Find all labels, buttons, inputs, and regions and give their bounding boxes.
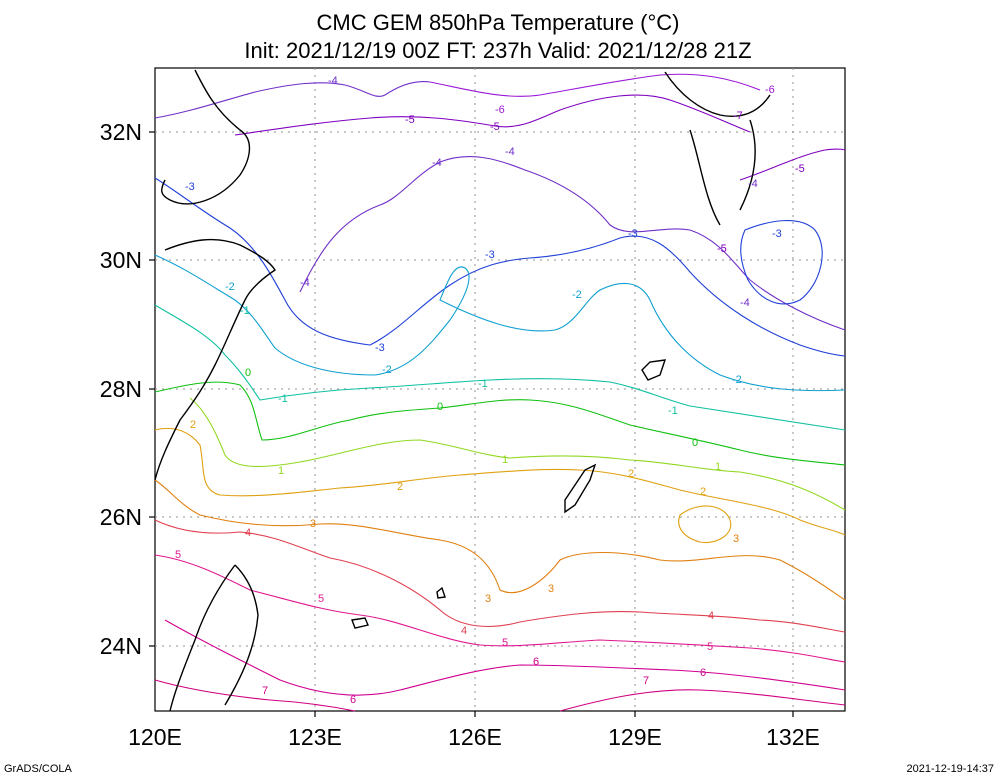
contour-label: 3 (485, 593, 491, 605)
ishigaki-island (351, 617, 369, 629)
contour-label: -2 (572, 289, 582, 301)
contour-label: 2 (628, 468, 634, 480)
footer-timestamp: 2021-12-19-14:37 (907, 763, 994, 775)
contour-label: -3 (375, 342, 385, 354)
contour-label: 2 (700, 486, 706, 498)
amami-island (641, 359, 667, 381)
contour-minus4-middle (299, 155, 846, 331)
contour-plus4 (154, 519, 846, 633)
contour-label: 2 (397, 481, 403, 493)
contour-minus3-east-loop (740, 219, 823, 305)
contour-zero (154, 381, 846, 466)
contour-label: 5 (502, 637, 508, 649)
contour-minus4-north (154, 81, 431, 119)
contour-label: 0 (245, 367, 251, 379)
contour-label: -5 (795, 163, 805, 175)
x-tick-label: 126E (448, 724, 502, 750)
miyako-island (436, 586, 446, 599)
contour-label: -7 (733, 110, 743, 122)
contour-plus7 (154, 679, 356, 712)
contour-minus5-north (234, 94, 751, 136)
contour-label: -2 (382, 364, 392, 376)
contour-plus7-south (559, 689, 846, 712)
contour-minus6 (429, 73, 761, 97)
contour-label: 5 (175, 549, 181, 561)
contour-label: -5 (490, 121, 500, 133)
footer-software-label: GrADS/COLA (4, 763, 73, 775)
contour-label: -1 (478, 378, 488, 390)
contour-label: -4 (740, 297, 750, 309)
contour-label: 3 (548, 583, 554, 595)
contour-label: -4 (505, 146, 515, 158)
contour-label: -4 (328, 75, 338, 87)
x-tick-label: 129E (608, 724, 662, 750)
contour-label: 4 (461, 625, 467, 637)
contour-label: 5 (707, 641, 713, 653)
x-tick-label: 120E (128, 724, 182, 750)
contour-label: 0 (692, 437, 698, 449)
contour-label: -4 (300, 277, 310, 289)
contour-plus2-east-loop (678, 505, 732, 544)
kyushu-coast (664, 71, 771, 226)
y-tick-label: 26N (100, 504, 142, 530)
contour-label: -1 (278, 393, 288, 405)
contour-label: -3 (485, 249, 495, 261)
contour-label: -5 (717, 243, 727, 255)
contour-label: 0 (437, 401, 443, 413)
contour-label: 4 (245, 527, 251, 539)
contour-label: -1 (240, 305, 250, 317)
contour-label: -5 (405, 114, 415, 126)
contour-label: 1 (715, 461, 721, 473)
axis-ticks (149, 131, 794, 717)
contour-label: -3 (628, 228, 638, 240)
contour-label: -6 (495, 104, 505, 116)
contour-label: 6 (533, 656, 539, 668)
y-tick-label: 24N (100, 633, 142, 659)
contour-plus1 (189, 397, 846, 511)
map-title-line2: Init: 2021/12/19 00Z FT: 237h Valid: 202… (244, 38, 751, 63)
contour-label: 1 (502, 454, 508, 466)
contour-value-labels: -4 -5 -5 -6 -4 -4 -3 -4 -3 -3 -3 -3 -6 -… (175, 75, 805, 706)
contour-label: -2 (732, 374, 742, 386)
contour-label: 6 (700, 667, 706, 679)
contour-plus2 (154, 427, 846, 536)
contour-minus3 (154, 177, 846, 357)
contour-plus6 (164, 619, 846, 696)
map-title-line1: CMC GEM 850hPa Temperature (°C) (317, 10, 680, 35)
contour-label: 7 (643, 675, 649, 687)
contour-label: -4 (748, 178, 758, 190)
x-tick-label: 132E (766, 724, 820, 750)
contour-label: -2 (225, 281, 235, 293)
contour-label: -1 (668, 405, 678, 417)
contour-label: 5 (318, 593, 324, 605)
contour-label: 2 (190, 419, 196, 431)
coastlines (154, 69, 771, 712)
contour-label: -3 (772, 228, 782, 240)
taiwan-coast (169, 564, 259, 712)
contour-plus3 (154, 479, 846, 601)
y-tick-label: 32N (100, 119, 142, 145)
temperature-contours (154, 73, 846, 712)
contour-label: 1 (278, 465, 284, 477)
x-tick-label: 123E (288, 724, 342, 750)
contour-plus5 (154, 554, 846, 663)
y-tick-label: 30N (100, 247, 142, 273)
contour-label: 6 (350, 694, 356, 706)
contour-minus2 (154, 254, 846, 392)
contour-label: 4 (708, 610, 714, 622)
okinawa-island (564, 463, 597, 514)
contour-minus1 (154, 304, 846, 431)
china-coast (154, 69, 276, 481)
contour-minus4-east (739, 148, 846, 181)
contour-label: -6 (765, 84, 775, 96)
contour-label: 3 (733, 533, 739, 545)
contour-label: -4 (432, 157, 442, 169)
contour-label: 7 (262, 685, 268, 697)
contour-label: 3 (310, 518, 316, 530)
y-tick-label: 28N (100, 376, 142, 402)
plot-area: -4 -5 -5 -6 -4 -4 -3 -4 -3 -3 -3 -3 -6 -… (154, 67, 846, 712)
contour-label: -3 (185, 181, 195, 193)
